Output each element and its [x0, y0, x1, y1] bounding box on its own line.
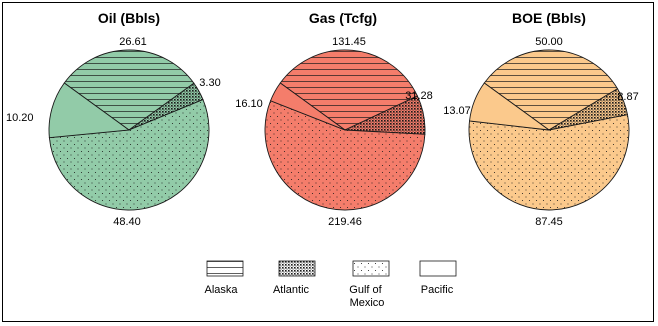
oil-gulf-value: 48.40	[113, 216, 141, 228]
gas-slice-gulf	[264, 100, 426, 211]
boe-slice-gulf	[468, 114, 630, 211]
gas-alaska-value: 131.45	[332, 36, 366, 48]
chart-title-boe: BOE (Bbls)	[512, 10, 586, 26]
gas-gulf-value: 219.46	[328, 216, 362, 228]
chart-frame: Oil (Bbls) Gas (Tcfg) BOE (Bbls) 26.61 3…	[2, 2, 654, 322]
pie-charts: Oil (Bbls) Gas (Tcfg) BOE (Bbls) 26.61 3…	[6, 10, 639, 309]
gas-slice-alaska	[279, 49, 418, 131]
legend-swatch-pacific	[419, 260, 457, 277]
legend-label-alaska: Alaska	[204, 284, 238, 296]
oil-pacific-value: 10.20	[6, 112, 34, 124]
boe-slice-pacific	[469, 82, 551, 131]
oil-slice-gulf	[48, 98, 210, 211]
legend-label-atlantic: Atlantic	[273, 284, 310, 296]
oil-alaska-value: 26.61	[119, 36, 147, 48]
gas-atlantic-value: 31.28	[405, 90, 433, 102]
chart-title-oil: Oil (Bbls)	[98, 10, 160, 26]
legend-label-pacific: Pacific	[421, 284, 454, 296]
legend: Alaska Atlantic Gulf of Mexico Pacific	[204, 260, 457, 309]
boe-alaska-value: 50.00	[535, 36, 563, 48]
gas-slice-pacific	[269, 82, 346, 131]
chart-title-gas: Gas (Tcfg)	[309, 10, 377, 26]
boe-slice-alaska	[483, 49, 619, 131]
oil-slice-alaska	[63, 49, 195, 131]
boe-gulf-value: 87.45	[535, 216, 563, 228]
boe-pacific-value: 13.07	[443, 105, 471, 117]
legend-swatch-gulf	[352, 260, 390, 277]
oil-atlantic-value: 3.30	[199, 77, 220, 89]
legend-label-gulf: Gulf of Mexico	[349, 284, 384, 309]
boe-atlantic-value: 8.87	[617, 91, 638, 103]
gas-pacific-value: 16.10	[235, 98, 263, 110]
legend-swatch-atlantic	[278, 260, 316, 277]
oil-slice-pacific	[48, 82, 131, 139]
legend-swatch-alaska	[206, 260, 244, 277]
